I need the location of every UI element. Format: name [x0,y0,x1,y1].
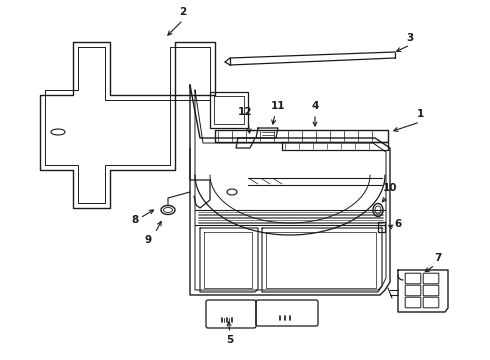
Text: 7: 7 [434,253,441,263]
Text: 6: 6 [394,219,402,229]
Text: 3: 3 [406,33,414,43]
Text: 5: 5 [226,335,234,345]
Text: 4: 4 [311,101,318,111]
Text: 11: 11 [271,101,285,111]
Text: 10: 10 [383,183,397,193]
Text: 2: 2 [179,7,187,17]
Text: 9: 9 [145,235,151,245]
Text: 8: 8 [131,215,139,225]
Text: 12: 12 [238,107,252,117]
Text: 1: 1 [416,109,424,119]
